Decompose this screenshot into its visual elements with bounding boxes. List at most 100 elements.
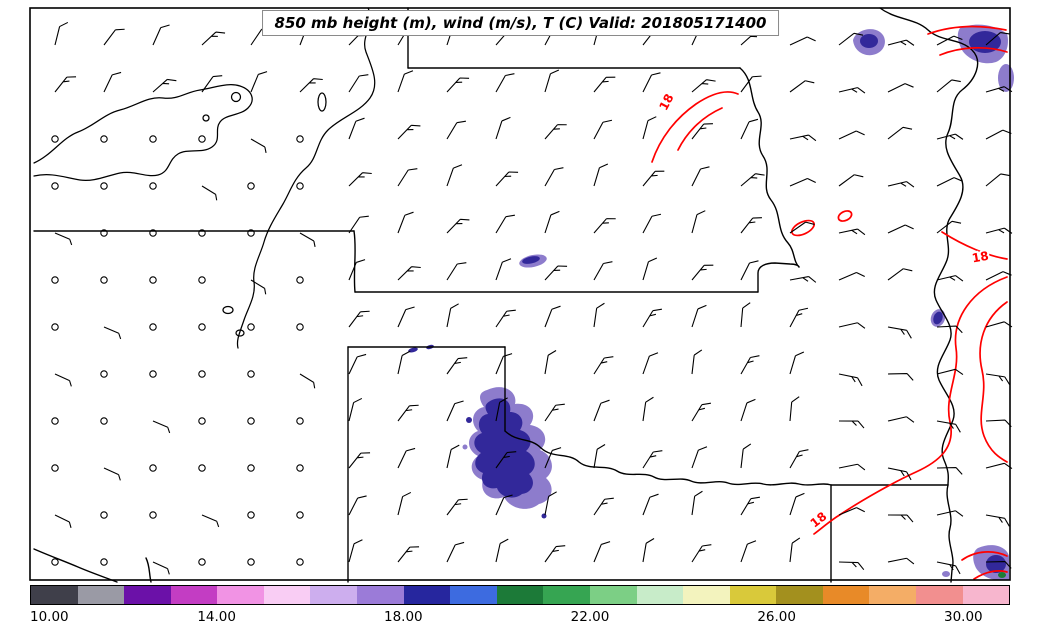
wind-barb: [397, 266, 421, 281]
wind-barb: [495, 397, 508, 422]
wind-barb: [985, 173, 1010, 187]
height-contours: [33, 7, 376, 349]
wind-barbs: [51, 21, 1013, 575]
wind-barb: [397, 306, 415, 328]
wind-barb: [593, 76, 616, 93]
wind-barb: [887, 83, 914, 93]
colorbar-segment: [217, 586, 264, 604]
wind-barb: [348, 74, 369, 93]
wind-barb: [544, 350, 557, 375]
wind-barb: [446, 262, 467, 281]
wind-barb: [198, 276, 206, 284]
wind-barb: [789, 276, 817, 283]
wind-barb: [54, 514, 72, 528]
wind-barb: [446, 120, 466, 140]
wind-barb: [887, 126, 913, 140]
wind-barb: [149, 135, 157, 143]
temperature-contour-label: 18: [808, 509, 830, 530]
wind-barb: [642, 538, 655, 563]
wind-barb: [100, 558, 108, 566]
wind-barb: [54, 232, 73, 246]
wind-barb: [495, 171, 519, 187]
wind-barb: [348, 539, 363, 563]
wind-barb: [838, 271, 865, 281]
wind-barb: [100, 511, 108, 519]
wind-barb: [152, 78, 177, 93]
wind-barb: [247, 229, 255, 237]
wind-barb: [985, 227, 1013, 234]
wind-barb: [789, 221, 815, 234]
colorbar-segment: [636, 586, 684, 604]
wind-barb: [838, 463, 866, 471]
colorbar-tick-label: 14.00: [197, 609, 236, 625]
wind-barb: [936, 561, 961, 575]
wind-barb: [887, 39, 915, 46]
wind-barb: [149, 229, 157, 237]
wind-barb: [296, 511, 304, 519]
wind-barb: [838, 228, 866, 236]
wind-barb: [397, 404, 419, 422]
colorbar-tick-label: 18.00: [384, 609, 423, 625]
wind-barb: [495, 309, 516, 328]
wind-barb: [691, 446, 708, 469]
wind-barb: [51, 182, 59, 190]
wind-barb: [54, 21, 69, 46]
wind-barb: [593, 119, 613, 140]
wind-barb: [397, 70, 414, 93]
wind-barb: [985, 271, 1012, 281]
wind-barb: [593, 261, 613, 281]
wind-barb: [51, 276, 59, 284]
wind-barb: [152, 420, 171, 434]
green-speck: [998, 572, 1006, 578]
wind-barb: [296, 323, 304, 331]
wind-barb: [198, 323, 206, 331]
wind-barb: [789, 36, 816, 46]
wind-barb: [446, 444, 460, 469]
wind-barb: [789, 177, 816, 187]
wind-barb: [247, 323, 255, 331]
wind-barb: [495, 116, 511, 140]
colorbar-segment: [124, 586, 171, 604]
wind-barb: [985, 321, 1013, 328]
wind-barb: [789, 449, 809, 469]
colorbar-tick-labels: 10.00 14.00 18.00 22.00 26.00 30.00: [30, 609, 1010, 629]
wind-barb: [838, 87, 866, 94]
wind-barb: [593, 497, 614, 516]
wind-barb: [103, 28, 125, 46]
wind-barb: [887, 326, 912, 339]
wind-barb: [740, 260, 759, 281]
colorbar-segment: [869, 586, 916, 604]
wind-barb: [838, 507, 865, 516]
wind-barb: [887, 372, 914, 381]
wind-barb: [446, 357, 468, 375]
wind-barb: [348, 172, 372, 187]
wind-barb: [936, 133, 964, 140]
wind-barb: [838, 32, 864, 46]
wind-barb: [936, 368, 964, 376]
wind-barb: [198, 464, 206, 472]
wind-barb: [247, 464, 255, 472]
colorbar-tick-label: 22.00: [570, 609, 610, 625]
wind-barb: [789, 307, 809, 328]
wind-barb: [789, 80, 815, 93]
wind-barb: [838, 420, 865, 429]
wind-barb: [642, 213, 662, 234]
wind-barb: [495, 353, 513, 375]
wind-barb: [100, 229, 108, 237]
wind-barb: [299, 78, 323, 93]
plot-frame: [29, 7, 1011, 581]
wind-barb: [152, 24, 170, 46]
wind-barb: [544, 447, 562, 469]
wind-barb: [296, 135, 304, 143]
wind-barb: [348, 353, 367, 375]
colorbar-segment: [403, 586, 451, 604]
wind-barb: [936, 177, 963, 187]
wind-barb: [642, 450, 663, 469]
wind-barb: [299, 373, 316, 389]
wind-barb: [887, 467, 912, 481]
wind-barb: [299, 232, 316, 248]
colorbar-segment: [31, 586, 78, 604]
wind-barb: [247, 370, 255, 378]
wind-barb: [51, 135, 59, 143]
wind-barb: [397, 124, 421, 140]
